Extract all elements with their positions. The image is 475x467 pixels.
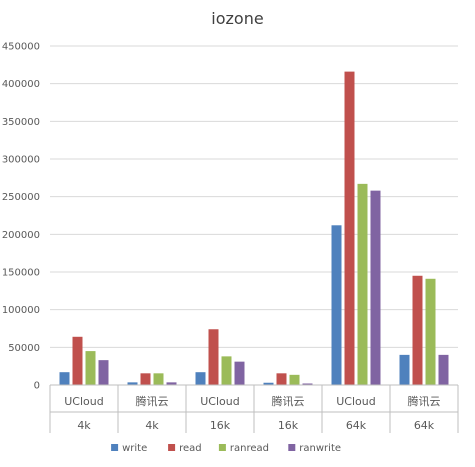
x-category-label: UCloud — [200, 395, 239, 408]
y-axis-tick-labels: 0 50000 100000 150000 200000 250000 300000 3500… — [2, 42, 40, 392]
legend-swatch-ranwrite — [288, 444, 296, 451]
x-category-sublabel: 64k — [414, 419, 435, 432]
bar-write-0 — [59, 372, 70, 385]
legend: write read ranread ranwrite — [111, 443, 341, 454]
legend-label-write: write — [122, 443, 147, 454]
legend-swatch-write — [111, 444, 119, 451]
gridlines — [50, 45, 458, 386]
bar-read-1 — [140, 373, 151, 385]
bar-read-2 — [208, 329, 219, 385]
bar-write-5 — [399, 354, 410, 385]
x-category-sublabel: 4k — [77, 419, 91, 432]
chart-title: iozone — [211, 9, 263, 28]
legend-label-read: read — [179, 443, 202, 454]
y-tick-label: 250000 — [2, 192, 40, 203]
bars — [59, 71, 449, 385]
bar-read-5 — [412, 275, 423, 385]
x-category-label: 腾讯云 — [136, 394, 169, 408]
y-tick-label: 450000 — [2, 42, 40, 53]
bar-ranwrite-3 — [302, 383, 313, 385]
bar-write-3 — [263, 382, 274, 385]
legend-label-ranread: ranread — [230, 443, 269, 454]
bar-ranread-5 — [425, 278, 436, 385]
y-tick-label: 350000 — [2, 117, 40, 128]
bar-read-4 — [344, 71, 355, 385]
bar-ranwrite-2 — [234, 361, 245, 385]
bar-ranread-1 — [153, 373, 164, 385]
bar-ranread-0 — [85, 351, 96, 385]
x-category-sublabel: 16k — [210, 419, 231, 432]
x-category-label: UCloud — [336, 395, 375, 408]
legend-label-ranwrite: ranwrite — [299, 443, 341, 454]
legend-swatch-read — [168, 444, 176, 451]
y-tick-label: 400000 — [2, 79, 40, 90]
x-category-label: 腾讯云 — [272, 394, 305, 408]
y-tick-label: 0 — [34, 381, 40, 392]
x-category-sublabel: 4k — [145, 419, 159, 432]
y-tick-label: 100000 — [2, 305, 40, 316]
bar-ranwrite-1 — [166, 382, 177, 385]
bar-write-2 — [195, 372, 206, 385]
bar-ranread-2 — [221, 356, 232, 385]
legend-swatch-ranread — [218, 444, 226, 451]
x-category-sublabel: 16k — [278, 419, 299, 432]
bar-ranwrite-5 — [438, 354, 449, 385]
x-category-sublabel: 64k — [346, 419, 367, 432]
bar-read-0 — [72, 336, 83, 385]
bar-ranwrite-0 — [98, 360, 109, 385]
bar-ranread-4 — [357, 183, 368, 385]
x-axis: UCloud 4k 腾讯云 4k UCloud 16k 腾讯云 16k UCloud 64k 腾讯云… — [49, 384, 459, 433]
bar-write-1 — [127, 382, 138, 385]
bar-write-4 — [331, 225, 342, 385]
y-tick-label: 300000 — [2, 155, 40, 166]
y-tick-label: 200000 — [2, 230, 40, 241]
y-tick-label: 50000 — [8, 343, 40, 354]
bar-read-3 — [276, 373, 287, 385]
y-tick-label: 150000 — [2, 268, 40, 279]
x-category-label: 腾讯云 — [408, 394, 441, 408]
bar-ranwrite-4 — [370, 190, 381, 385]
x-category-label: UCloud — [64, 395, 103, 408]
bar-ranread-3 — [289, 374, 300, 385]
